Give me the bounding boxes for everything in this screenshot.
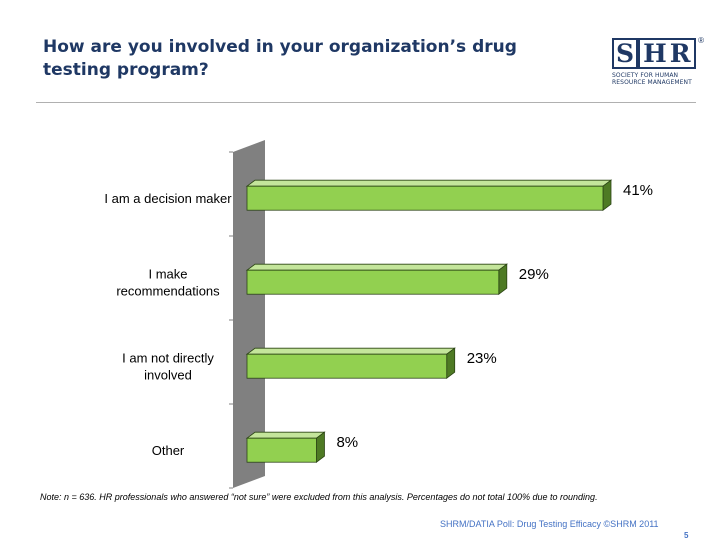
bar-top-face <box>245 263 509 271</box>
chart-wall <box>233 140 265 488</box>
data-label: 29% <box>519 266 549 283</box>
category-label: I make <box>148 267 187 282</box>
footnote: Note: n = 636. HR professionals who answ… <box>40 492 598 502</box>
shrm-logo: S H R M ® SOCIETY FOR HUMAN RESOURCE MAN… <box>612 36 704 96</box>
source-credit: SHRM/DATIA Poll: Drug Testing Efficacy ©… <box>440 519 659 529</box>
bar-top-face <box>245 347 456 355</box>
bar-top-face <box>245 431 326 439</box>
logo-tagline-line2: RESOURCE MANAGEMENT <box>612 79 692 86</box>
category-ticks <box>229 151 233 489</box>
logo-letter: S <box>616 39 634 68</box>
logo-letter: R <box>669 39 691 68</box>
category-label: I am not directly <box>122 351 214 366</box>
bar-front-face <box>246 269 500 295</box>
chart-side-wall <box>233 140 265 488</box>
logo-tagline: SOCIETY FOR HUMAN RESOURCE MANAGEMENT <box>612 72 696 86</box>
bar <box>245 263 509 295</box>
title-divider <box>36 102 696 103</box>
chart-bars <box>245 179 613 463</box>
registered-mark: ® <box>698 36 704 45</box>
logo-letter: M <box>691 40 694 67</box>
bar <box>245 431 326 463</box>
chart-labels: 41% I am a decision maker 29% I make recomme… <box>104 182 653 458</box>
bar-front-face <box>246 185 604 211</box>
logo-letter: H <box>643 39 667 68</box>
bar-front-face <box>246 437 317 463</box>
category-label: involved <box>144 368 192 383</box>
shrm-logo-mark: S H R M <box>612 38 696 69</box>
bar-top-face <box>245 179 613 187</box>
data-label: 41% <box>623 182 653 199</box>
data-label: 8% <box>336 434 358 451</box>
logo-tagline-line1: SOCIETY FOR HUMAN <box>612 72 679 79</box>
slide-title: How are you involved in your organizatio… <box>43 37 517 80</box>
category-label: recommendations <box>116 284 220 299</box>
logo-divider <box>636 40 641 67</box>
category-label: Other <box>152 443 185 458</box>
data-label: 23% <box>467 350 497 367</box>
bar <box>245 179 613 211</box>
page-number: 5 <box>684 531 689 540</box>
category-label: I am a decision maker <box>104 191 232 206</box>
bar-front-face <box>246 353 448 379</box>
bar <box>245 347 456 379</box>
